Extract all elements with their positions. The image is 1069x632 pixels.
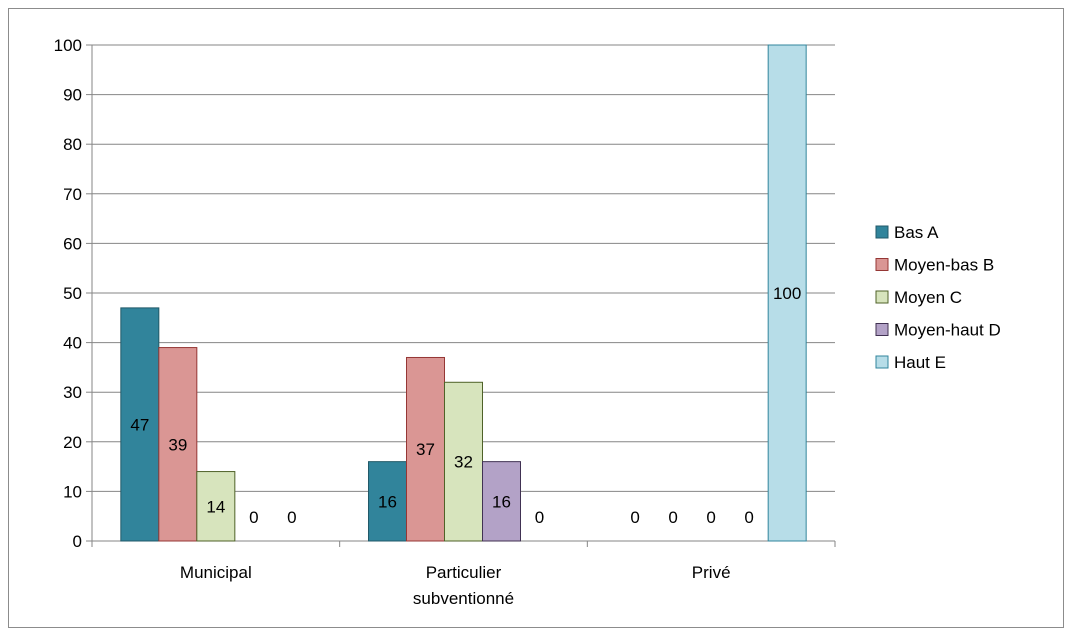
y-tick-label: 20 [63, 433, 82, 452]
data-label: 37 [416, 440, 435, 459]
y-tick-label: 90 [63, 86, 82, 105]
legend: Bas A Moyen-bas B Moyen C Moyen-haut D Haut … [875, 223, 1001, 372]
y-tick-label: 50 [63, 284, 82, 303]
bar [767, 44, 807, 542]
axes: 0 10 20 30 40 50 60 70 80 90 100 Municipal Particuli… [54, 36, 836, 608]
bar [120, 307, 160, 542]
legend-swatch [875, 258, 889, 271]
legend-label: Moyen-bas B [894, 256, 994, 275]
data-label: 0 [630, 508, 639, 527]
legend-label: Moyen-haut D [894, 321, 1001, 340]
bars [120, 44, 807, 542]
data-label: 0 [535, 508, 544, 527]
y-tick-label: 40 [63, 334, 82, 353]
data-label: 0 [744, 508, 753, 527]
data-labels: 47 39 14 0 0 16 37 32 16 0 0 0 0 0 100 [130, 284, 801, 527]
y-tick-label: 30 [63, 383, 82, 402]
category-label-line: Municipal [180, 563, 252, 582]
data-label: 0 [287, 508, 296, 527]
data-label: 16 [492, 492, 511, 511]
category-label-line: Privé [692, 563, 731, 582]
bar [368, 461, 407, 542]
legend-label: Moyen C [894, 288, 962, 307]
category-label: Privé [692, 563, 731, 582]
data-label: 39 [168, 435, 187, 454]
bar [196, 471, 236, 542]
legend-label: Haut E [894, 353, 946, 372]
bar [158, 347, 198, 542]
y-tick-label: 0 [73, 532, 82, 551]
data-label: 0 [668, 508, 677, 527]
y-tick-label: 100 [54, 36, 82, 55]
data-label: 0 [249, 508, 258, 527]
data-label: 47 [130, 415, 149, 434]
category-label-line: subventionné [413, 589, 514, 608]
data-label: 32 [454, 453, 473, 472]
y-tick-label: 80 [63, 135, 82, 154]
y-tick-label: 60 [63, 234, 82, 253]
legend-swatch [875, 225, 889, 239]
bar [444, 381, 483, 542]
category-label: Particulier subventionné [413, 563, 514, 608]
data-label: 0 [706, 508, 715, 527]
y-tick-label: 70 [63, 185, 82, 204]
legend-swatch [875, 290, 889, 304]
legend-swatch [875, 355, 889, 369]
category-label: Municipal [180, 563, 252, 582]
data-label: 100 [773, 284, 801, 303]
data-label: 14 [206, 497, 225, 516]
legend-swatch [875, 323, 889, 336]
bar [482, 461, 521, 542]
data-label: 16 [378, 492, 397, 511]
y-tick-label: 10 [63, 482, 82, 501]
legend-label: Bas A [894, 223, 939, 242]
category-label-line: Particulier [426, 563, 502, 582]
bar [406, 356, 445, 542]
